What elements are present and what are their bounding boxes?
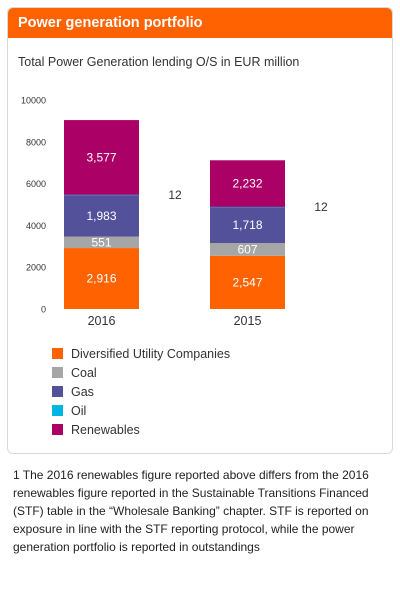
bar-segment-coal-2016: [64, 236, 139, 249]
legend-label: Coal: [71, 365, 97, 380]
legend-item: Gas: [52, 382, 230, 401]
data-label: 607: [237, 242, 257, 256]
bar-segment-renewables-2015: [210, 160, 285, 207]
data-label: 2,232: [232, 177, 262, 191]
legend-swatch: [52, 386, 63, 397]
bar-segment-gas-2015: [210, 207, 285, 244]
legend-swatch: [52, 367, 63, 378]
data-label-oil: 12: [168, 188, 182, 202]
bar-segment-diversified-utility-companies-2015: [210, 255, 285, 309]
legend-swatch: [52, 348, 63, 359]
legend-swatch: [52, 405, 63, 416]
y-tick-label: 0: [41, 305, 46, 315]
x-category-label: 2015: [234, 314, 262, 328]
legend-swatch: [52, 424, 63, 435]
bar-segment-renewables-2016: [64, 120, 139, 195]
x-category-label: 2016: [88, 314, 116, 328]
legend-label: Gas: [71, 384, 94, 399]
data-label: 2,916: [86, 272, 116, 286]
legend-item: Renewables: [52, 420, 230, 439]
y-tick-label: 8000: [26, 137, 46, 147]
legend-label: Oil: [71, 403, 87, 418]
data-label: 1,718: [232, 218, 262, 232]
data-label-oil: 12: [314, 200, 328, 214]
bar-segment-coal-2015: [210, 243, 285, 256]
y-tick-label: 10000: [21, 96, 46, 106]
y-tick-label: 2000: [26, 263, 46, 273]
card-title: Power generation portfolio: [8, 8, 392, 38]
chart-title: Total Power Generation lending O/S in EU…: [18, 55, 300, 69]
legend-item: Oil: [52, 401, 230, 420]
bar-segment-gas-2016: [64, 195, 139, 237]
y-tick-label: 4000: [26, 221, 46, 231]
bar-segment-oil-2016: [64, 194, 139, 196]
power-generation-card: Power generation portfolio Total Power G…: [7, 7, 393, 454]
legend-label: Renewables: [71, 422, 140, 437]
footnote: 1 The 2016 renewables figure reported ab…: [13, 468, 369, 554]
stacked-bar-chart: 0 2000 4000 6000 8000 10000 2,916 551 1,983 12 3,5…: [21, 96, 328, 329]
y-tick-label: 6000: [26, 179, 46, 189]
legend-item: Coal: [52, 363, 230, 382]
legend-label: Diversified Utility Companies: [71, 346, 231, 361]
bar-segment-oil-2015: [210, 206, 285, 208]
bar-segment-diversified-utility-companies-2016: [64, 248, 139, 309]
chart-legend: Diversified Utility Companies Coal Gas Oil R…: [52, 344, 230, 439]
data-label: 551: [91, 235, 111, 249]
legend-item: Diversified Utility Companies: [52, 344, 230, 363]
data-label: 2,547: [232, 275, 262, 289]
data-label: 1,983: [86, 209, 116, 223]
data-label: 3,577: [86, 150, 116, 164]
